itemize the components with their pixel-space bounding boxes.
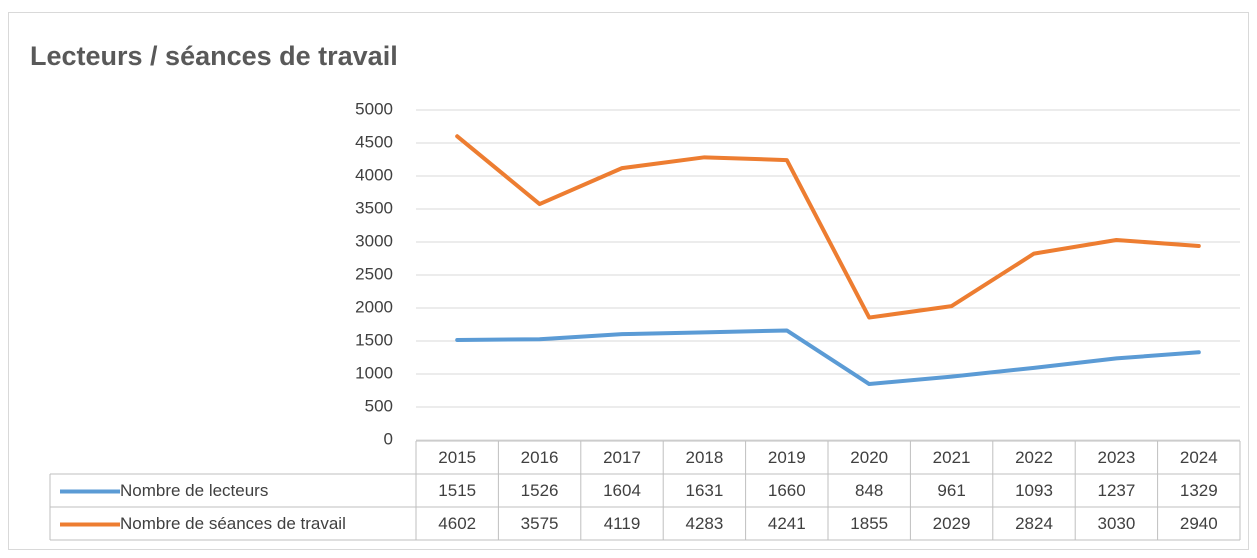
table-value: 1660 — [768, 481, 806, 500]
table-value: 2029 — [933, 514, 971, 533]
y-tick-label: 3000 — [355, 231, 393, 250]
y-tick-label: 3500 — [355, 198, 393, 217]
table-value: 2824 — [1015, 514, 1053, 533]
y-tick-label: 1000 — [355, 363, 393, 382]
y-tick-label: 2500 — [355, 264, 393, 283]
x-tick-label: 2021 — [933, 448, 971, 467]
x-tick-label: 2024 — [1180, 448, 1218, 467]
y-tick-label: 5000 — [355, 99, 393, 118]
table-value: 4283 — [685, 514, 723, 533]
table-value: 1093 — [1015, 481, 1053, 500]
legend-label: Nombre de lecteurs — [120, 481, 268, 500]
table-value: 1329 — [1180, 481, 1218, 500]
table-value: 4119 — [604, 514, 641, 533]
x-tick-label: 2019 — [768, 448, 806, 467]
y-tick-label: 1500 — [355, 330, 393, 349]
table-value: 1237 — [1097, 481, 1135, 500]
x-tick-label: 2020 — [850, 448, 888, 467]
table-value: 1604 — [603, 481, 641, 500]
table-value: 3575 — [521, 514, 559, 533]
chart-title: Lecteurs / séances de travail — [30, 41, 398, 71]
table-value: 848 — [855, 481, 883, 500]
x-tick-label: 2023 — [1097, 448, 1135, 467]
table-value: 1855 — [850, 514, 888, 533]
table-value: 4602 — [438, 514, 476, 533]
table-value: 4241 — [768, 514, 806, 533]
y-tick-label: 0 — [384, 429, 393, 448]
legend-label: Nombre de séances de travail — [120, 514, 346, 533]
x-tick-label: 2017 — [603, 448, 641, 467]
table-value: 961 — [937, 481, 965, 500]
x-tick-label: 2018 — [685, 448, 723, 467]
table-value: 1631 — [685, 481, 723, 500]
table-value: 2940 — [1180, 514, 1218, 533]
y-tick-label: 4000 — [355, 165, 393, 184]
series-line — [455, 134, 1201, 320]
table-value: 3030 — [1097, 514, 1135, 533]
x-tick-label: 2015 — [438, 448, 476, 467]
chart-frame — [8, 12, 1249, 550]
y-tick-label: 4500 — [355, 132, 393, 151]
table-value: 1515 — [438, 481, 476, 500]
x-tick-label: 2022 — [1015, 448, 1053, 467]
y-tick-label: 500 — [365, 396, 393, 415]
series-line — [455, 328, 1201, 387]
y-tick-label: 2000 — [355, 297, 393, 316]
x-tick-label: 2016 — [521, 448, 559, 467]
table-value: 1526 — [521, 481, 559, 500]
